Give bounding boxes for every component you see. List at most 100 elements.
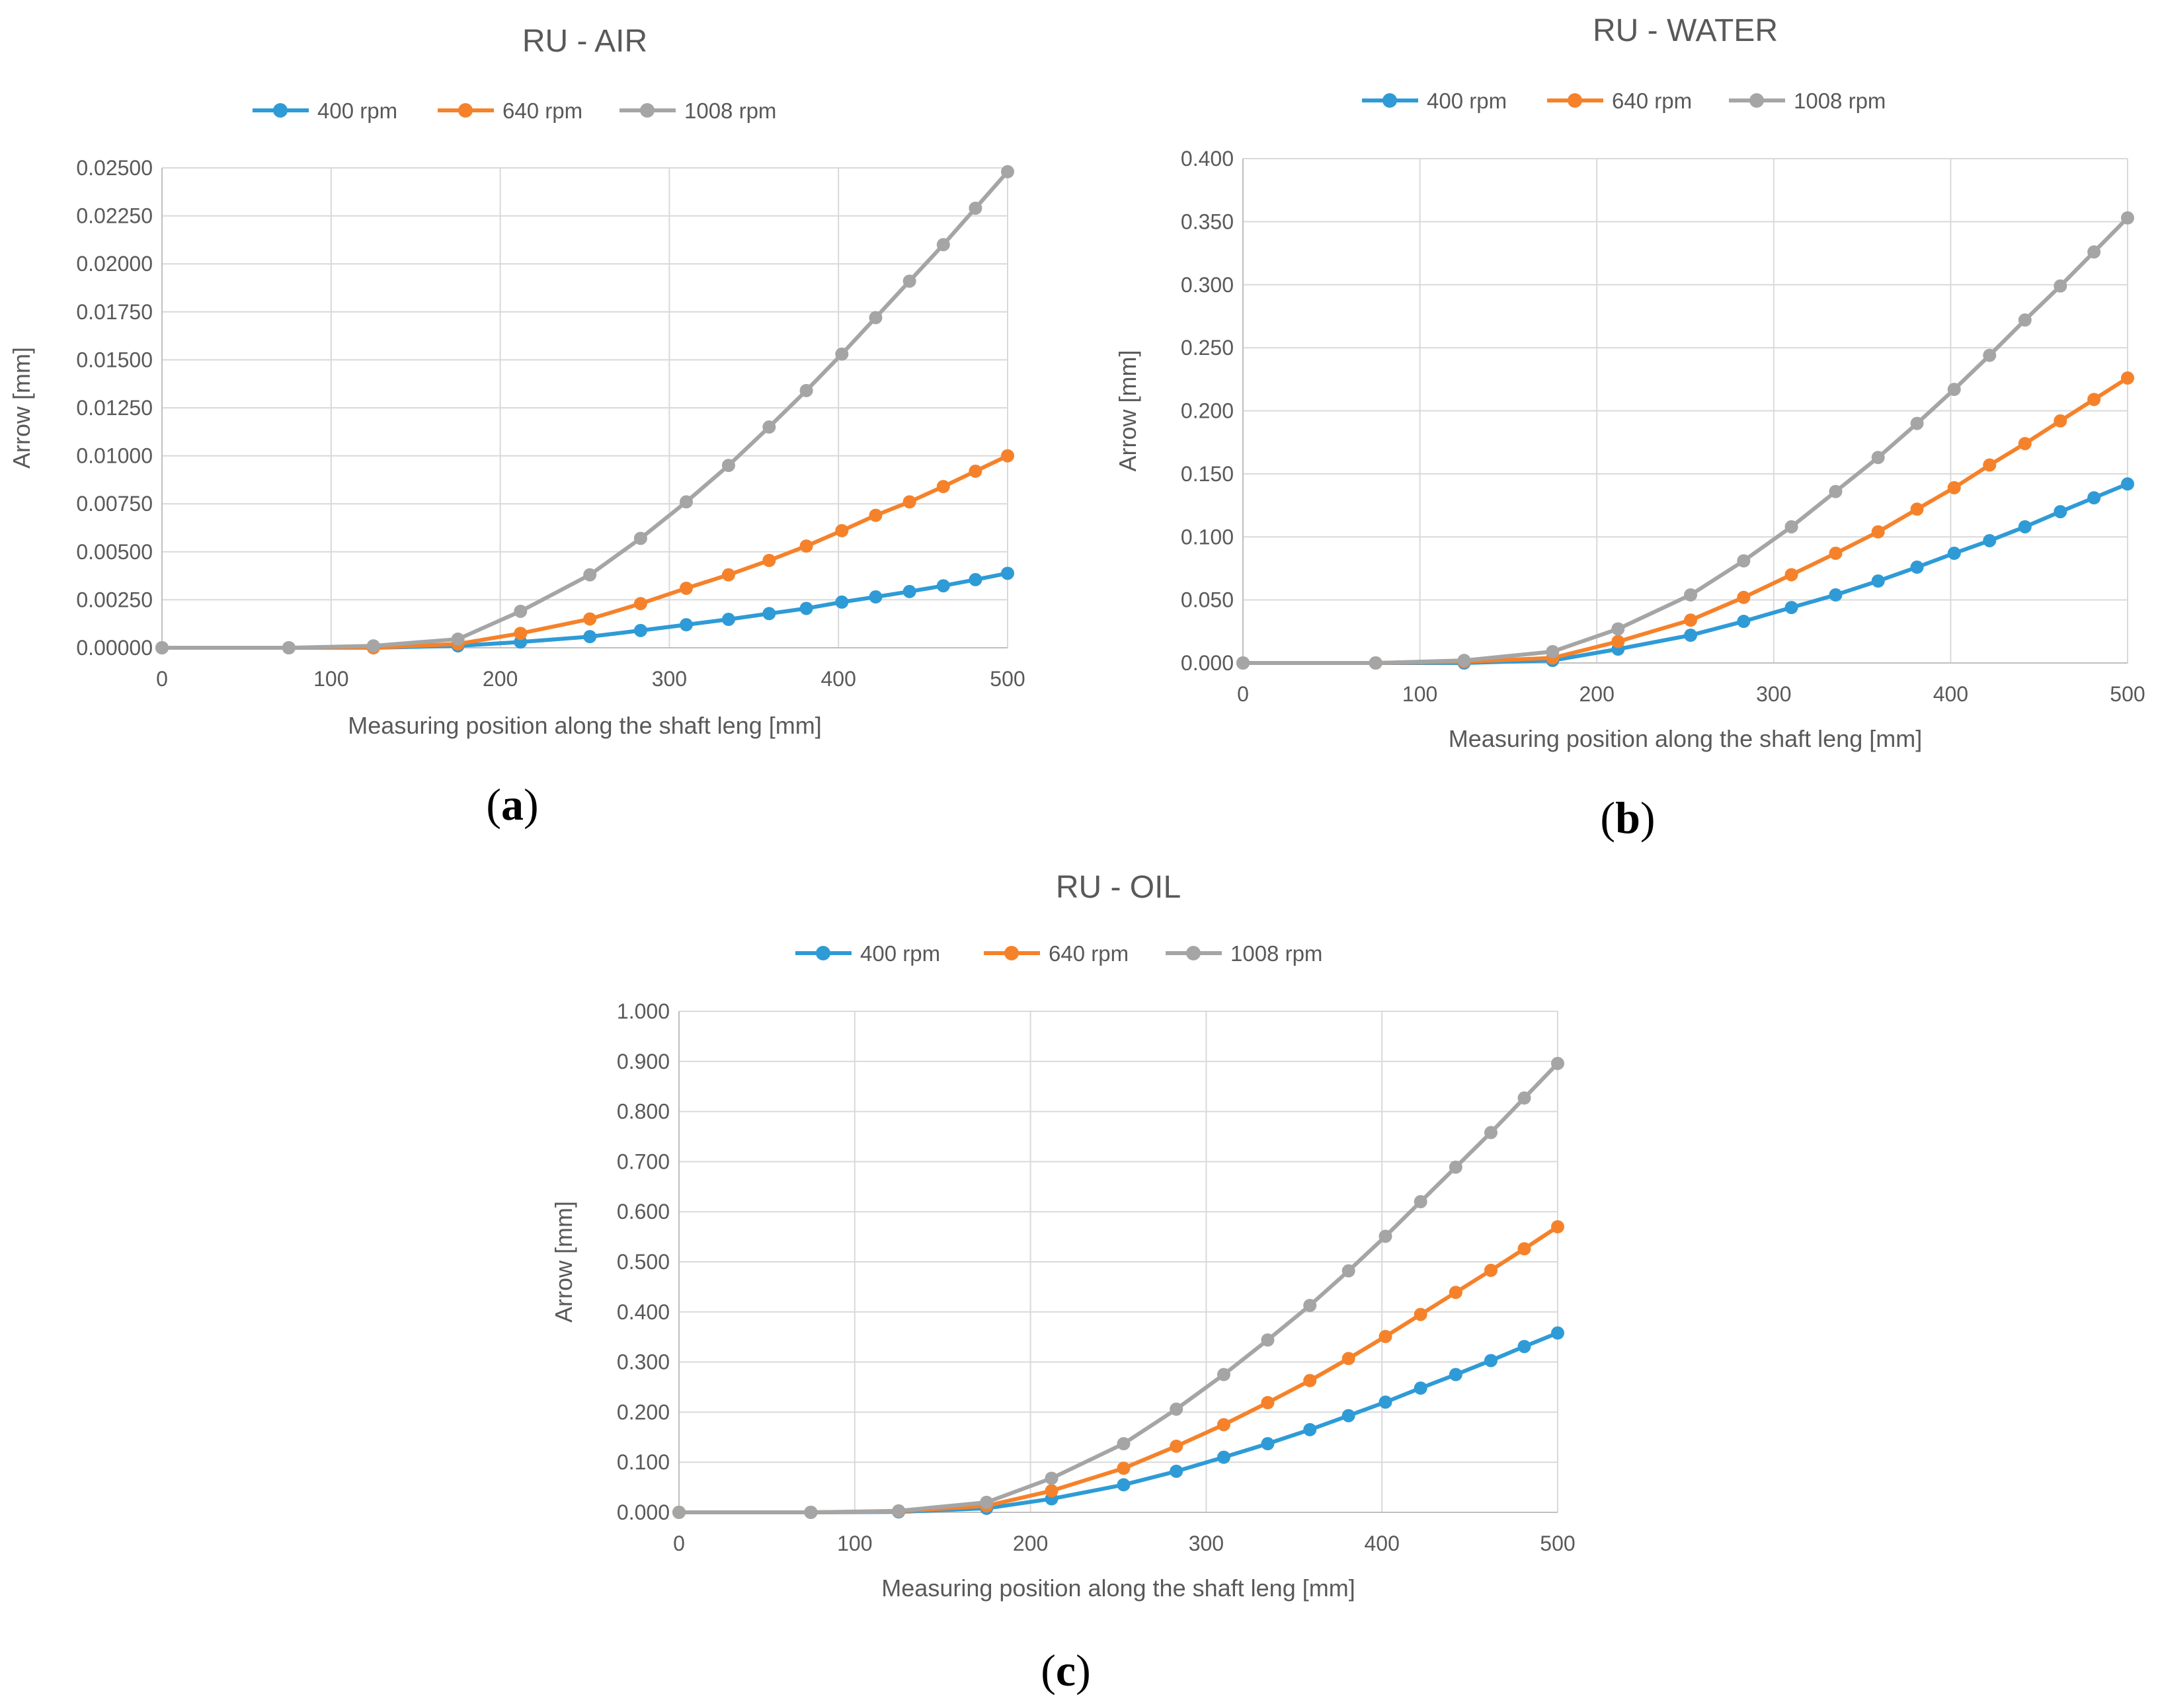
data-point	[1910, 416, 1924, 430]
legend-label: 640 rpm	[502, 98, 582, 123]
data-point	[1001, 449, 1014, 463]
data-point	[583, 568, 597, 582]
data-point	[1737, 554, 1751, 568]
data-point	[2054, 414, 2067, 428]
data-point	[1341, 1264, 1355, 1278]
data-point	[633, 531, 647, 545]
data-point	[1684, 613, 1698, 627]
legend-item: 400 rpm	[1362, 89, 1507, 113]
data-point	[799, 383, 813, 397]
legend-item: 640 rpm	[1547, 89, 1692, 113]
data-point	[1449, 1160, 1462, 1174]
data-point	[1684, 588, 1698, 602]
data-point	[1217, 1368, 1230, 1381]
y-tick-label: 1.000	[617, 999, 670, 1023]
data-point	[1910, 561, 1924, 574]
legend-label: 640 rpm	[1049, 941, 1129, 966]
legend-marker	[640, 103, 655, 118]
data-point	[1001, 165, 1014, 178]
x-axis-label: Measuring position along the shaft leng …	[348, 712, 821, 739]
data-point	[1170, 1439, 1183, 1453]
x-tick-label: 400	[1365, 1532, 1400, 1555]
data-point	[1457, 654, 1471, 668]
data-point	[902, 584, 916, 598]
data-point	[1117, 1437, 1131, 1451]
panel-label: (b)	[1600, 793, 1655, 843]
data-point	[1369, 656, 1382, 670]
data-point	[1829, 547, 1843, 561]
data-point	[583, 630, 597, 644]
chart-title: RU - OIL	[1056, 870, 1181, 905]
y-tick-label: 0.100	[1181, 525, 1234, 549]
y-tick-label: 0.500	[617, 1250, 670, 1274]
legend-label: 400 rpm	[860, 941, 940, 966]
data-point	[2018, 437, 2032, 451]
legend-marker	[1186, 946, 1201, 960]
y-tick-label: 0.400	[1181, 147, 1234, 171]
y-tick-label: 0.02250	[76, 204, 153, 228]
data-point	[155, 641, 169, 654]
x-tick-label: 300	[652, 667, 687, 691]
y-tick-label: 0.200	[1181, 399, 1234, 423]
data-point	[902, 495, 916, 509]
panel-label: (a)	[486, 779, 538, 830]
data-point	[1001, 566, 1014, 580]
data-point	[762, 420, 776, 434]
data-point	[936, 238, 950, 252]
data-point	[762, 553, 776, 567]
y-tick-label: 0.250	[1181, 336, 1234, 360]
y-tick-label: 0.00750	[76, 492, 153, 516]
legend-marker	[1568, 93, 1582, 108]
series-1008-rpm	[155, 165, 1014, 654]
legend-label: 1008 rpm	[1794, 89, 1886, 113]
x-tick-label: 500	[990, 667, 1025, 691]
data-point	[679, 618, 693, 632]
x-axis-label: Measuring position along the shaft leng …	[1449, 725, 1922, 752]
data-point	[633, 597, 647, 611]
y-tick-label: 0.00500	[76, 540, 153, 564]
x-tick-label: 400	[1933, 682, 1968, 706]
series-400-rpm	[672, 1326, 1564, 1519]
y-tick-label: 0.300	[617, 1350, 670, 1374]
legend-marker	[458, 103, 473, 118]
data-point	[1414, 1195, 1427, 1209]
data-point	[869, 590, 883, 604]
data-point	[2087, 491, 2101, 505]
data-point	[1546, 644, 1560, 658]
data-point	[721, 568, 735, 582]
x-tick-label: 100	[313, 667, 348, 691]
legend-item: 640 rpm	[438, 98, 582, 123]
data-point	[721, 613, 735, 627]
data-point	[583, 612, 597, 626]
data-point	[1045, 1471, 1059, 1485]
series-400-rpm	[1236, 477, 2134, 670]
data-point	[1261, 1395, 1275, 1409]
x-tick-label: 100	[837, 1532, 872, 1555]
data-point	[1551, 1056, 1564, 1070]
data-point	[799, 602, 813, 615]
y-tick-label: 0.800	[617, 1100, 670, 1124]
data-point	[1784, 601, 1798, 615]
data-point	[1303, 1298, 1317, 1312]
data-point	[1484, 1354, 1498, 1368]
x-axis-label: Measuring position along the shaft leng …	[881, 1574, 1355, 1602]
y-tick-label: 0.01000	[76, 444, 153, 468]
data-point	[1303, 1422, 1317, 1436]
data-point	[835, 524, 849, 537]
data-point	[672, 1506, 686, 1519]
data-point	[2054, 279, 2067, 293]
data-point	[869, 508, 883, 522]
y-tick-label: 0.900	[617, 1050, 670, 1073]
data-point	[1303, 1374, 1317, 1387]
y-axis-label: Arrow [mm]	[550, 1201, 577, 1323]
data-point	[2018, 313, 2032, 327]
y-tick-label: 0.000	[617, 1500, 670, 1524]
data-point	[679, 495, 693, 509]
data-point	[762, 607, 776, 621]
data-point	[1983, 348, 1997, 362]
data-point	[1871, 451, 1885, 465]
panel-letter: a	[501, 779, 524, 830]
data-point	[514, 604, 528, 618]
legend-label: 1008 rpm	[1230, 941, 1322, 966]
